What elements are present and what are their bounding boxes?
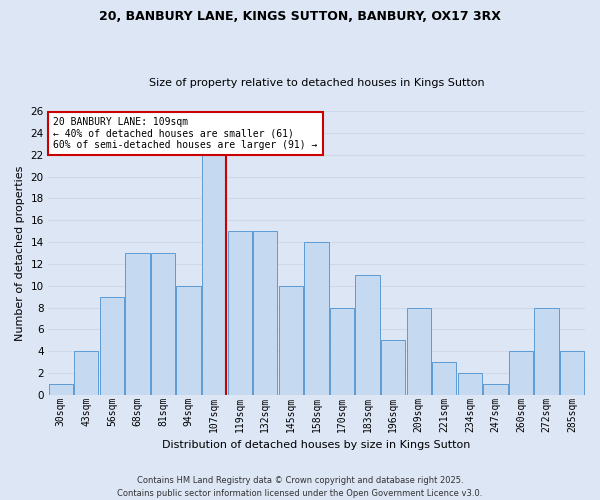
Y-axis label: Number of detached properties: Number of detached properties — [15, 166, 25, 340]
Bar — [509, 352, 533, 395]
Bar — [458, 373, 482, 395]
Bar — [253, 231, 277, 395]
Bar — [355, 275, 380, 395]
Bar — [330, 308, 354, 395]
Bar — [407, 308, 431, 395]
Text: 20, BANBURY LANE, KINGS SUTTON, BANBURY, OX17 3RX: 20, BANBURY LANE, KINGS SUTTON, BANBURY,… — [99, 10, 501, 23]
Bar — [100, 296, 124, 395]
Bar — [49, 384, 73, 395]
Title: Size of property relative to detached houses in Kings Sutton: Size of property relative to detached ho… — [149, 78, 484, 88]
X-axis label: Distribution of detached houses by size in Kings Sutton: Distribution of detached houses by size … — [162, 440, 470, 450]
Bar — [535, 308, 559, 395]
Bar — [381, 340, 406, 395]
Bar — [176, 286, 201, 395]
Bar — [432, 362, 457, 395]
Bar — [227, 231, 252, 395]
Text: Contains HM Land Registry data © Crown copyright and database right 2025.
Contai: Contains HM Land Registry data © Crown c… — [118, 476, 482, 498]
Bar — [125, 253, 149, 395]
Bar — [304, 242, 329, 395]
Bar — [560, 352, 584, 395]
Bar — [74, 352, 98, 395]
Bar — [279, 286, 303, 395]
Bar — [151, 253, 175, 395]
Bar — [484, 384, 508, 395]
Bar — [202, 154, 226, 395]
Text: 20 BANBURY LANE: 109sqm
← 40% of detached houses are smaller (61)
60% of semi-de: 20 BANBURY LANE: 109sqm ← 40% of detache… — [53, 116, 318, 150]
